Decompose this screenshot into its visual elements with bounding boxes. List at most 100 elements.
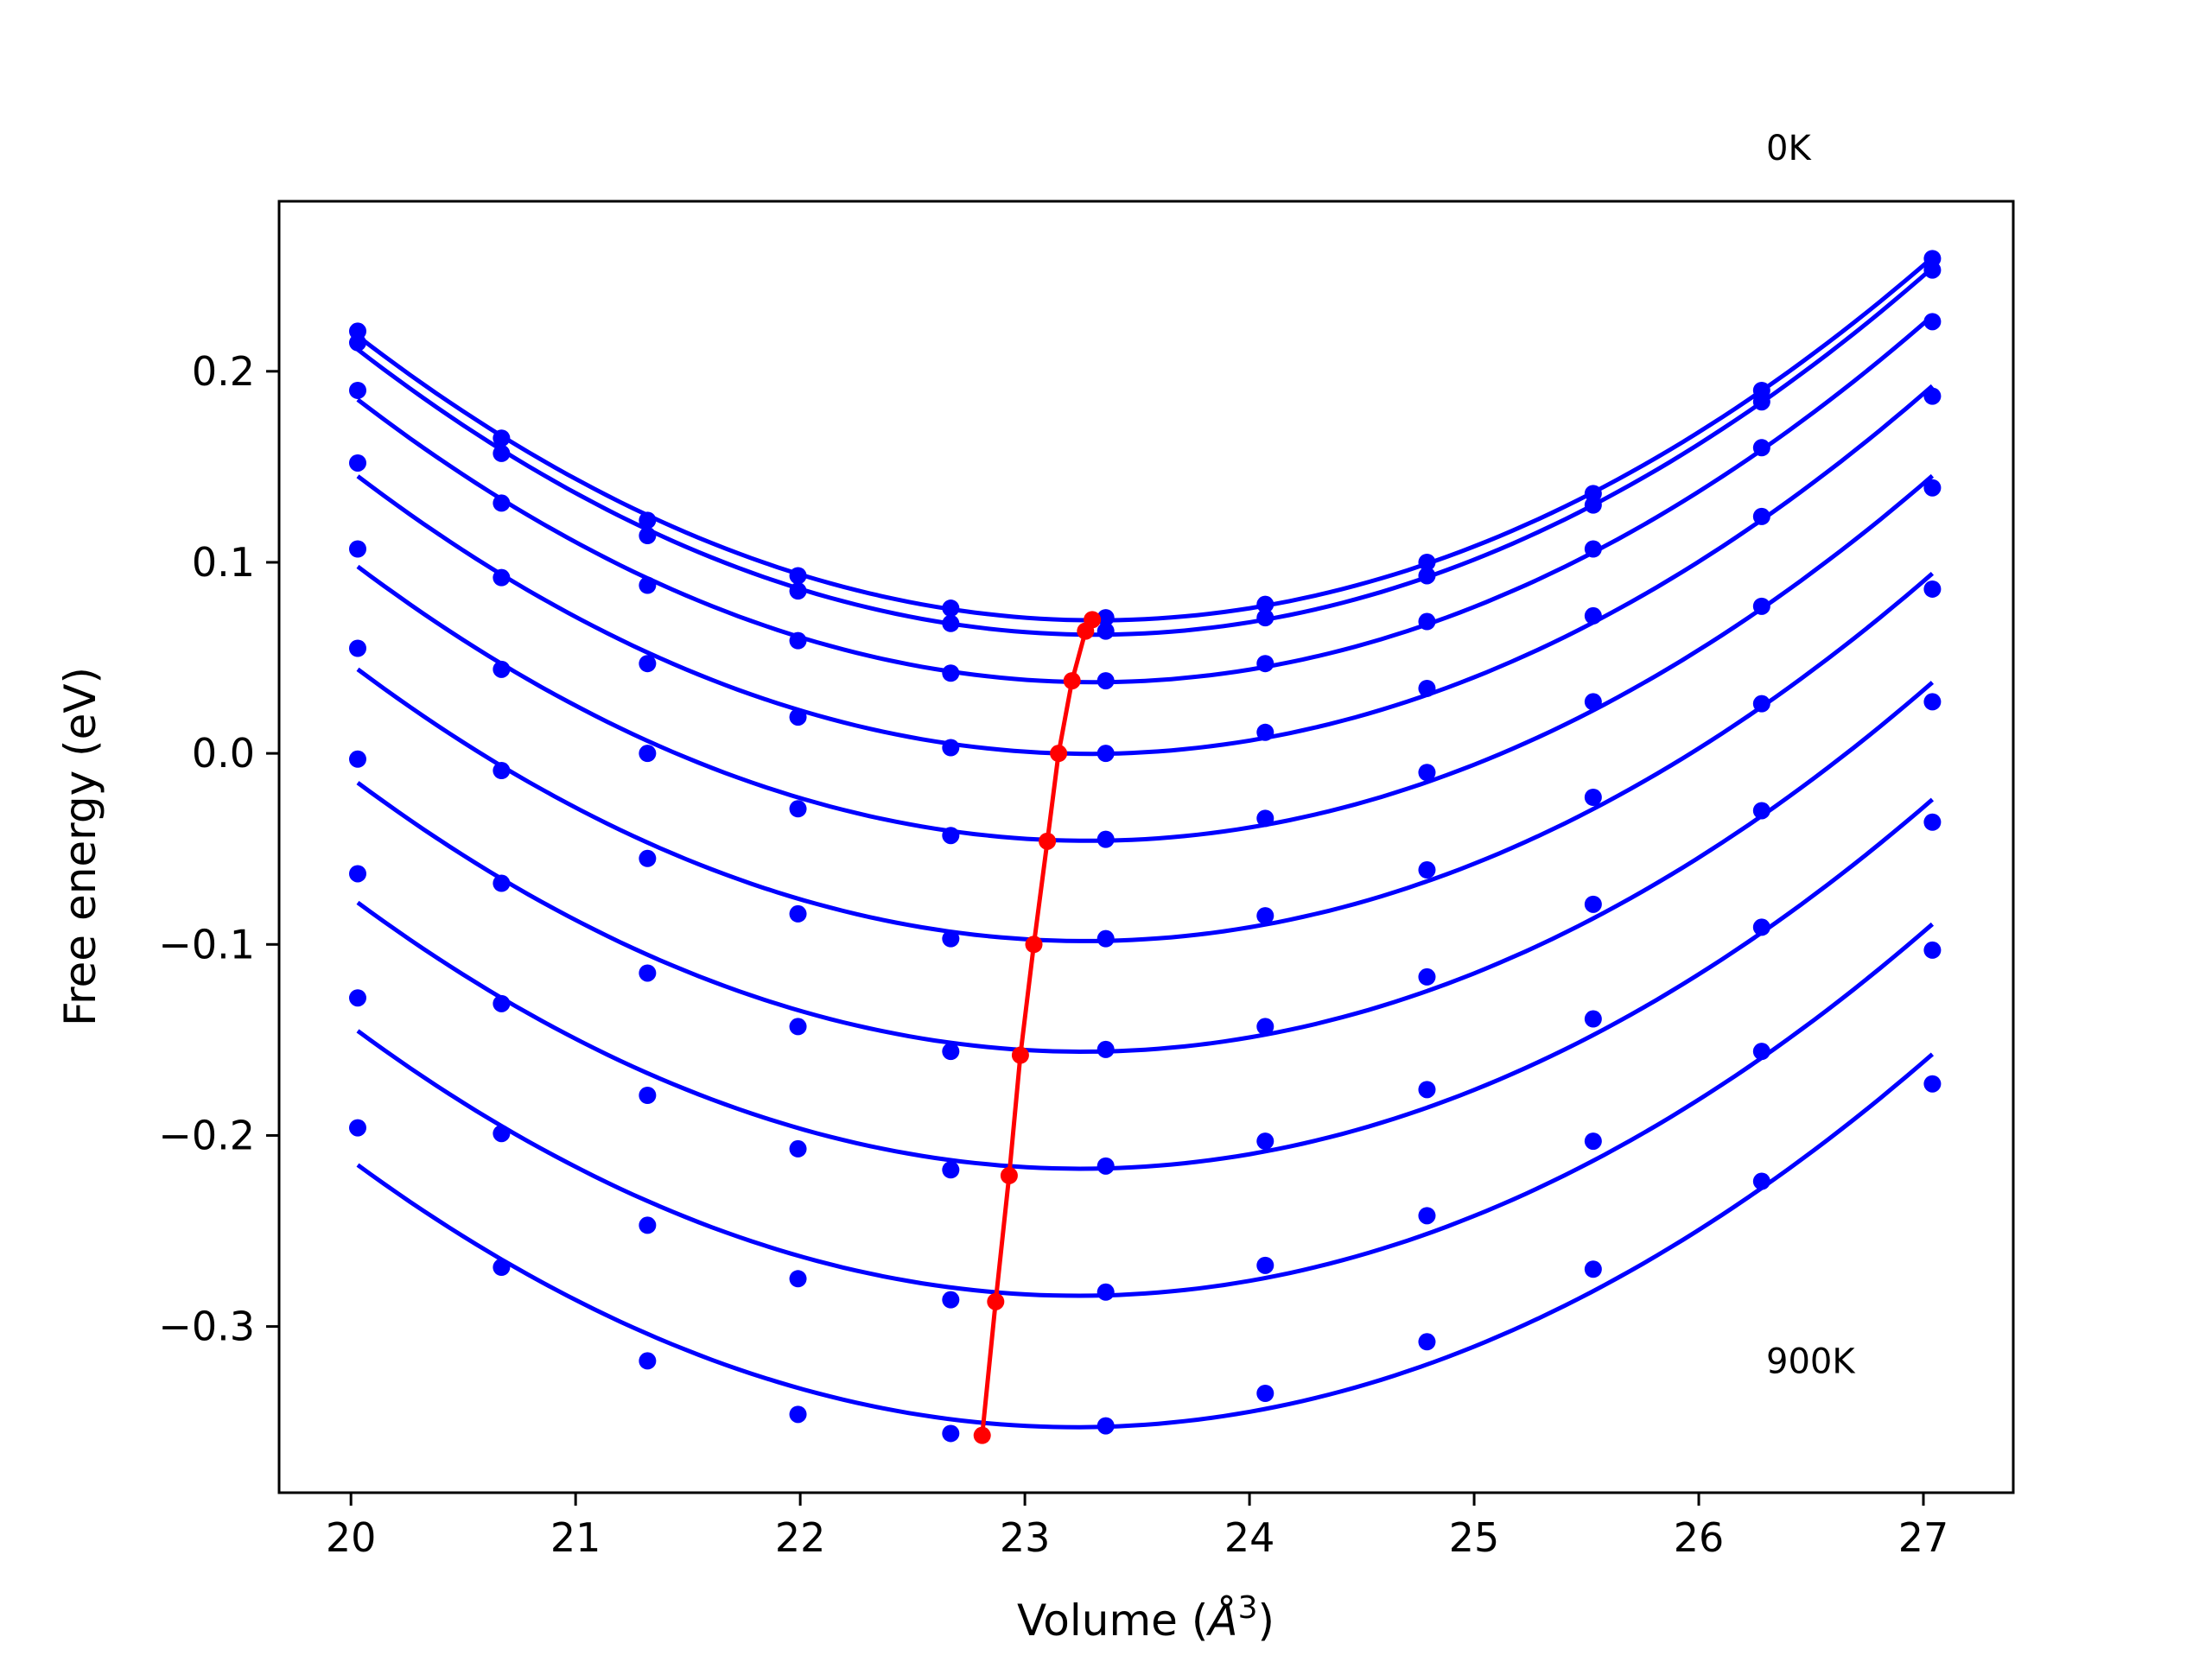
data-point <box>1096 1040 1115 1058</box>
data-point <box>493 494 511 512</box>
data-point <box>789 1139 807 1158</box>
data-point <box>942 614 960 632</box>
data-point <box>1923 1075 1942 1093</box>
data-point <box>348 989 366 1007</box>
data-point <box>1418 567 1436 585</box>
data-point <box>942 599 960 618</box>
data-point <box>1418 1333 1436 1351</box>
data-point <box>1923 261 1942 279</box>
x-axis-ticks: 20 21 22 23 24 25 26 27 <box>326 1493 1948 1561</box>
data-point <box>789 631 807 650</box>
x-tick-label: 25 <box>1449 1514 1500 1561</box>
series-line <box>356 681 1935 1055</box>
y-tick-label: −0.3 <box>158 1304 255 1350</box>
data-point <box>1923 693 1942 711</box>
minimum-point <box>1025 936 1043 954</box>
data-point <box>1752 439 1770 457</box>
data-point <box>493 1259 511 1277</box>
data-point <box>639 1087 657 1104</box>
data-point <box>1752 1172 1770 1190</box>
data-point <box>639 849 657 867</box>
data-point <box>493 429 511 447</box>
data-point <box>639 964 657 982</box>
x-tick-label: 24 <box>1224 1514 1275 1561</box>
data-point <box>493 874 511 892</box>
data-point <box>942 1291 960 1309</box>
minimum-line <box>980 618 1095 1436</box>
series-line <box>356 384 1935 757</box>
data-point <box>789 708 807 726</box>
x-tick-label: 22 <box>775 1514 826 1561</box>
x-tick-label: 20 <box>326 1514 377 1561</box>
minimum-point <box>973 1426 991 1444</box>
data-point <box>639 745 657 763</box>
minimum-point <box>1050 745 1068 763</box>
data-point <box>348 639 366 657</box>
data-point <box>639 511 657 530</box>
data-point <box>1256 1385 1274 1402</box>
y-tick-label: −0.2 <box>158 1112 255 1158</box>
data-point <box>493 762 511 780</box>
data-point <box>1096 830 1115 848</box>
data-point <box>639 527 657 545</box>
data-point <box>942 664 960 682</box>
data-point <box>493 568 511 587</box>
series-line <box>356 473 1935 843</box>
data-point <box>1256 655 1274 673</box>
data-point <box>1923 387 1942 405</box>
data-point <box>1096 1157 1115 1175</box>
data-point <box>1752 597 1770 615</box>
data-point <box>1584 789 1602 806</box>
data-point <box>348 1119 366 1137</box>
data-point <box>1584 540 1602 558</box>
data-point <box>1752 918 1770 936</box>
y-axis-ticks: −0.3 −0.2 −0.1 0.0 0.1 0.2 <box>158 348 279 1350</box>
x-tick-label: 26 <box>1674 1514 1725 1561</box>
data-point <box>348 381 366 399</box>
data-point <box>789 1405 807 1424</box>
data-point <box>942 739 960 757</box>
minimum-point <box>1039 832 1057 850</box>
data-point <box>1752 1043 1770 1061</box>
data-point <box>1418 679 1436 697</box>
data-point <box>1096 622 1115 640</box>
minimum-point <box>1077 622 1095 640</box>
annotations: 0K 900K <box>1766 129 1856 1381</box>
temperature-annotation: 900K <box>1766 1342 1856 1381</box>
data-point <box>1584 1132 1602 1151</box>
data-point <box>1418 1081 1436 1099</box>
series-line <box>356 922 1935 1298</box>
data-point <box>1752 802 1770 820</box>
data-point <box>942 827 960 845</box>
data-point <box>1096 672 1115 690</box>
y-axis-label: Free energy (eV) <box>55 667 105 1026</box>
temperature-annotation: 0K <box>1766 129 1812 168</box>
data-point <box>1752 695 1770 713</box>
data-point <box>1096 745 1115 763</box>
minimum-energy-line <box>973 611 1102 1444</box>
data-point <box>1752 507 1770 525</box>
minimum-point <box>987 1292 1005 1310</box>
data-point <box>1256 1256 1274 1274</box>
y-tick-label: 0.2 <box>192 348 255 395</box>
data-point <box>1096 1417 1115 1435</box>
data-point <box>1584 1010 1602 1028</box>
data-point <box>789 582 807 600</box>
data-point <box>1418 1207 1436 1225</box>
data-point <box>348 750 366 768</box>
x-tick-label: 21 <box>550 1514 601 1561</box>
data-point <box>1418 612 1436 631</box>
data-point <box>1096 609 1115 627</box>
minimum-point <box>1000 1166 1018 1184</box>
y-tick-label: −0.1 <box>158 921 255 967</box>
data-point <box>1096 1283 1115 1301</box>
plot-frame <box>277 200 2015 1494</box>
data-points <box>348 250 1942 1443</box>
fit-curves <box>356 256 1935 1430</box>
data-point <box>1923 941 1942 959</box>
data-point <box>1923 313 1942 331</box>
data-point <box>1752 393 1770 411</box>
data-point <box>493 660 511 678</box>
y-tick-label: 0.1 <box>192 539 255 586</box>
